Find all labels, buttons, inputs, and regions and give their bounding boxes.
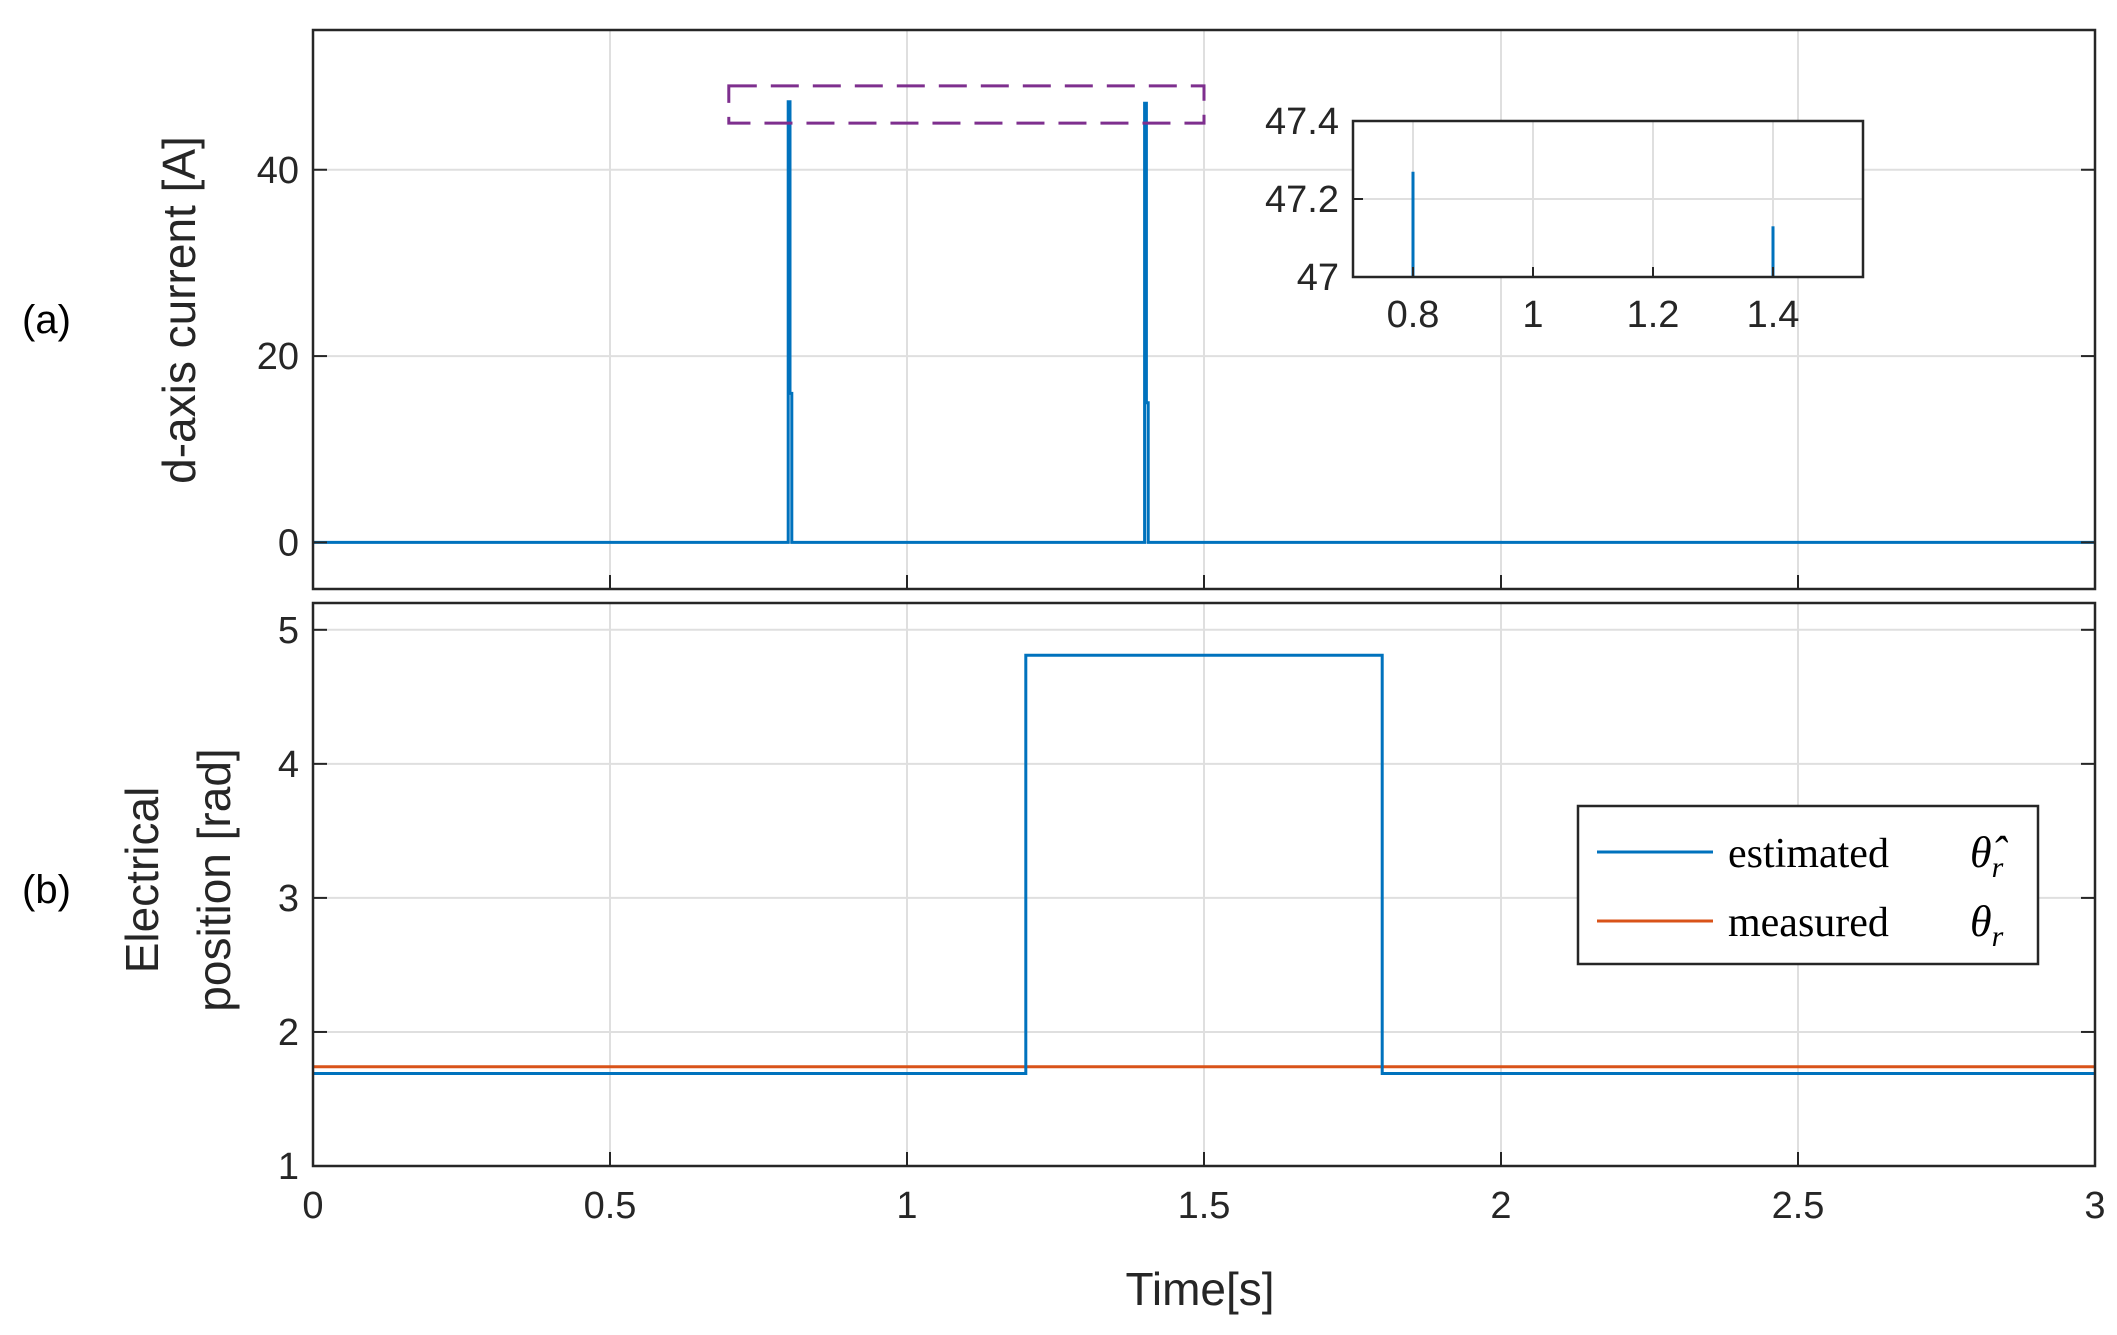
panel-b-xtick-label: 2 [1490, 1185, 1511, 1227]
panel-a-label: (a) [22, 298, 71, 342]
inset-xtick-label: 1 [1522, 294, 1543, 336]
panel-a-ylabel: d-axis current [A] [153, 136, 205, 484]
panel-b-label: (b) [22, 868, 71, 912]
panel-b-xtick-label: 3 [2084, 1185, 2105, 1227]
zoom-highlight-box [727, 84, 1206, 125]
panel-b-ytick-label: 5 [278, 610, 299, 652]
inset-ytick-label: 47.2 [1265, 179, 1339, 221]
panel-a-grid [312, 30, 2096, 589]
panel-b-yticks: 1 2 3 4 5 [278, 610, 2095, 1188]
legend: estimated θ̂r measured θr [1576, 804, 2040, 966]
legend-symbol-measured: θr [1970, 897, 2004, 953]
panel-b-xtick-label: 1.5 [1178, 1185, 1231, 1227]
legend-label-estimated: estimated [1728, 831, 1889, 877]
panel-b-xticks: 0 0.5 1 1.5 2 2.5 3 [302, 1152, 2106, 1227]
panel-b-xtick-label: 0.5 [584, 1185, 637, 1227]
inset-ticks: 0.8 1 1.2 1.4 47 47.2 47.4 [1265, 101, 1799, 336]
panel-b-ytick-label: 4 [278, 744, 299, 786]
x-axis-label: Time[s] [1125, 1263, 1274, 1315]
inset-xtick-label: 1.4 [1747, 294, 1800, 336]
inset-ytick-label: 47.4 [1265, 101, 1339, 143]
panel-b-xtick-label: 2.5 [1772, 1185, 1825, 1227]
panel-b-xtick-label: 0 [302, 1185, 323, 1227]
inset-xtick-label: 1.2 [1627, 294, 1680, 336]
panel-a-ytick-label: 0 [278, 522, 299, 564]
panel-b-ylabel-line1: Electrical [116, 787, 168, 974]
panel-a-ytick-label: 40 [257, 150, 299, 192]
panel-a-axes: 0 20 40 d-axis current [A] (a) 0.8 1 1.2 1.4 4… [22, 28, 2097, 591]
inset-ytick-label: 47 [1297, 257, 1339, 299]
panel-b-ylabel-line2: position [rad] [188, 748, 240, 1011]
panel-b-xtick-label: 1 [896, 1185, 917, 1227]
panel-b-ytick-label: 2 [278, 1012, 299, 1054]
panel-b-axes: 1 2 3 4 5 0 0.5 1 1.5 2 2.5 3 Electrical position … [22, 601, 2106, 1315]
panel-a-ytick-label: 20 [257, 336, 299, 378]
legend-box [1576, 804, 2040, 966]
legend-label-measured: measured [1728, 900, 1889, 946]
panel-b-ytick-label: 3 [278, 878, 299, 920]
panel-a-yticks: 0 20 40 [257, 150, 2096, 589]
inset-xtick-label: 0.8 [1387, 294, 1440, 336]
inset-axes: 0.8 1 1.2 1.4 47 47.2 47.4 [1265, 101, 1865, 336]
d-axis-current-line [313, 100, 2095, 544]
estimated-position-line [313, 653, 2095, 1075]
panel-b-ytick-label: 1 [278, 1146, 299, 1188]
